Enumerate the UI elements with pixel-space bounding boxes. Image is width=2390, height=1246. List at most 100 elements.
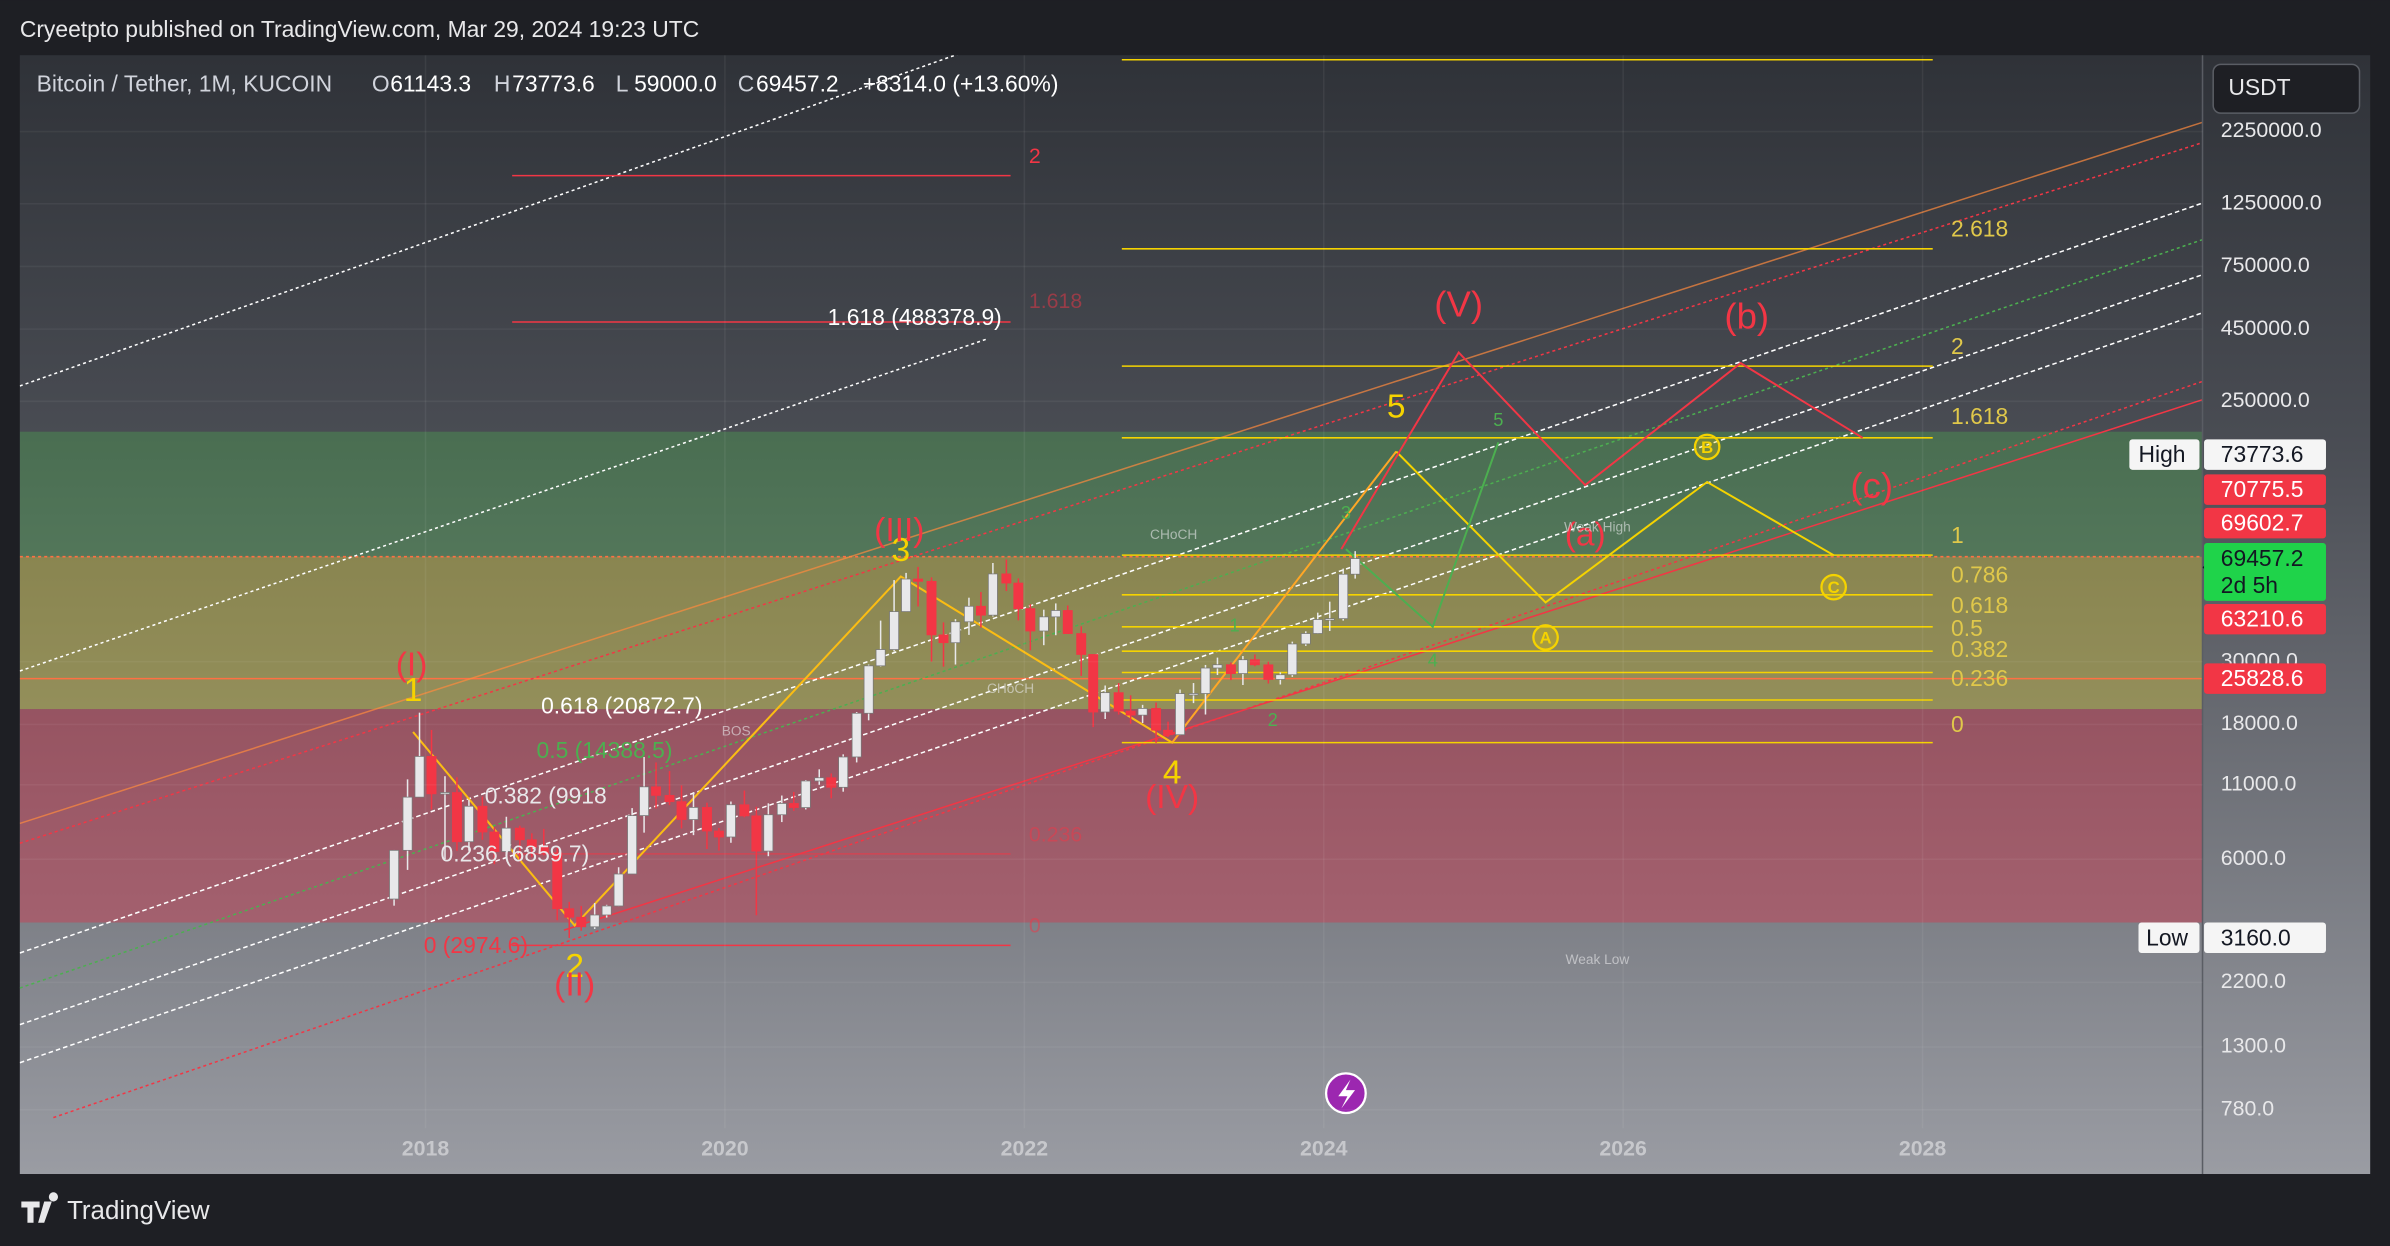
price-tag: 3160.0 [2221, 924, 2291, 950]
candle-body [538, 846, 549, 854]
candle-body [1300, 633, 1311, 645]
price-tag-box [2204, 507, 2326, 539]
candle-body [987, 573, 998, 616]
candle-body [1025, 608, 1036, 632]
candle-body [975, 605, 986, 616]
price-tag-box [2204, 603, 2326, 635]
candle-body [576, 916, 587, 928]
note: BOS [722, 724, 751, 739]
wave-label: 5 [1387, 389, 1406, 426]
y-tick-label: 750000.0 [2221, 253, 2310, 277]
fib-left-lines [512, 174, 1011, 947]
candle-body [1275, 674, 1286, 680]
candle-body [1287, 643, 1298, 676]
x-tick-label: 2028 [1899, 1136, 1947, 1160]
candle-body [688, 807, 699, 820]
price-tag-box [2204, 439, 2326, 470]
tag-label-box [2138, 922, 2200, 953]
event-icon-bolt [1338, 1079, 1356, 1109]
candle-body [1050, 610, 1061, 618]
price-tag: 69602.7 [2221, 510, 2304, 536]
candle-body [489, 831, 500, 852]
candle-body [963, 605, 974, 623]
wave-circle [1693, 433, 1721, 461]
fib-label: 0.236 [1029, 822, 1082, 846]
zone-red [19, 709, 2203, 923]
currency[interactable]: USDT [2228, 74, 2290, 100]
channel-line [53, 380, 2203, 1119]
candle-body [938, 634, 949, 644]
candle-body [676, 801, 687, 820]
x-tick-label: 2022 [1001, 1136, 1048, 1160]
candle-body [1100, 692, 1111, 713]
candle-body [639, 786, 650, 816]
candle-body [901, 578, 912, 612]
fib-label: 0.5 (14388.5) [537, 737, 673, 763]
price-tag: 63210.6 [2221, 606, 2304, 632]
wave-path [1395, 450, 1835, 604]
channel-line [19, 273, 2203, 1026]
wave-label: (IV) [1145, 779, 1199, 816]
candle-body [739, 804, 750, 817]
publisher: Cryeetpto published on TradingView.com, … [20, 16, 699, 42]
currency-button[interactable] [2212, 63, 2361, 114]
y-tick-label: 11000.0 [2221, 771, 2297, 795]
ohlc-label: H [494, 71, 511, 97]
candle-body [1076, 633, 1087, 655]
note: CHoCH [1150, 527, 1197, 542]
candle-body [501, 827, 512, 852]
candle-body [552, 852, 563, 910]
candle-body [751, 815, 762, 852]
wave-label: (II) [554, 966, 595, 1003]
channel-line [19, 141, 2203, 844]
candle-body [826, 777, 837, 788]
candle-body [1263, 664, 1274, 680]
zone-yellow [19, 556, 2203, 710]
fib-label: 0.786 [1951, 562, 2008, 588]
tag-label: Low [2146, 924, 2188, 950]
candle-body [440, 792, 450, 795]
channel-line [563, 398, 2203, 931]
ohlc-label: C [738, 71, 755, 97]
candle-body [1038, 616, 1049, 632]
wave-label: (III) [874, 512, 924, 549]
price-tag-box [2204, 474, 2326, 505]
fib-label: 0.382 (9918 [485, 783, 607, 809]
candle-body [463, 805, 474, 843]
candle-body [1125, 710, 1136, 716]
wave-label: (b) [1724, 296, 1769, 337]
candle-body [1338, 573, 1349, 620]
candle-body [1350, 558, 1361, 575]
fib-label: 1.618 (488378.9) [828, 304, 1002, 330]
candle-body [1088, 654, 1099, 713]
candle-body [1237, 659, 1248, 674]
candle-body [1001, 573, 1012, 584]
y-tick-label: 6000.0 [2221, 846, 2286, 870]
tag-label: High [2139, 441, 2186, 467]
x-tick-label: 2020 [701, 1136, 748, 1160]
wave-label: (V) [1434, 283, 1483, 324]
candle-body [950, 621, 961, 644]
candle-body [1188, 693, 1199, 696]
wave-label: C [1828, 578, 1840, 597]
candle-body [452, 792, 462, 843]
price-tag-box [2204, 663, 2326, 694]
price-tag-sub: 2d 5h [2221, 572, 2278, 598]
ohlc-value: 73773.6 [512, 71, 595, 97]
fib-label: 0.236 (6859.7) [441, 840, 590, 866]
brand: TradingView [67, 1197, 210, 1225]
y-tick-label: 250000.0 [2221, 388, 2310, 412]
wave-label: 1 [1230, 615, 1240, 636]
channel-line [19, 121, 2203, 825]
tag-label-box [2129, 439, 2200, 470]
note: CHoCH [987, 681, 1034, 696]
price-tag-box [2204, 922, 2326, 953]
fib-label: 1.618 [1029, 289, 1082, 313]
fib-label: 0.618 [1951, 592, 2008, 618]
ohlc-value: 59000.0 [634, 71, 717, 97]
candle-body [1200, 667, 1211, 694]
zones [19, 55, 2203, 1119]
fib-label: 1 [1951, 522, 1964, 548]
note: Weak High [1564, 519, 1631, 534]
